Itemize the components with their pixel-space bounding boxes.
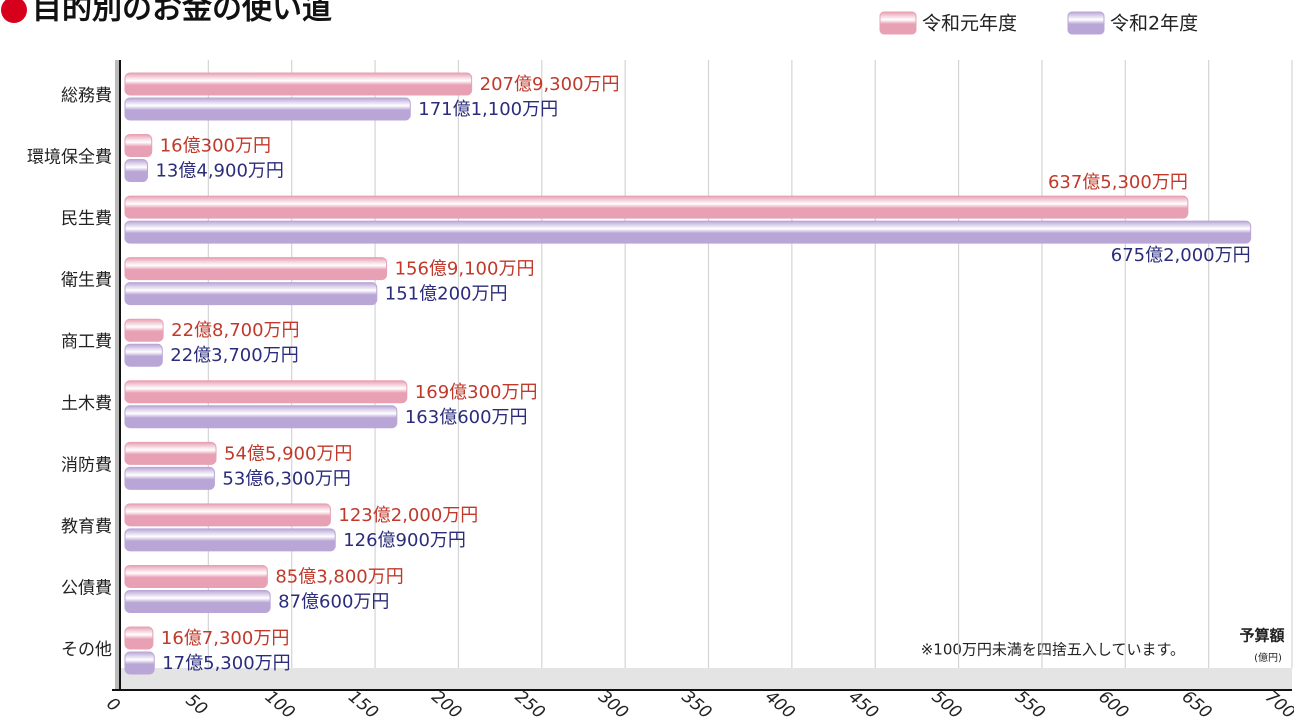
value-label: 151億200万円 bbox=[385, 284, 508, 305]
bar bbox=[124, 159, 148, 183]
bar bbox=[124, 466, 215, 490]
bar bbox=[124, 564, 268, 588]
value-label: 123億2,000万円 bbox=[338, 505, 478, 526]
floor bbox=[120, 668, 1292, 690]
bar bbox=[124, 195, 1189, 219]
value-label: 126億900万円 bbox=[343, 530, 466, 551]
x-tick-label: 700 bbox=[1261, 687, 1294, 723]
x-tick-label: 450 bbox=[844, 687, 882, 723]
x-tick-label: 150 bbox=[344, 687, 382, 723]
title-bullet bbox=[1, 0, 27, 23]
x-tick-label: 650 bbox=[1178, 687, 1216, 723]
wall bbox=[115, 60, 120, 690]
value-label: 207億9,300万円 bbox=[480, 74, 620, 95]
value-label: 16億300万円 bbox=[160, 136, 271, 157]
x-axis-label: 予算額 bbox=[1239, 627, 1284, 645]
x-tick-label: 300 bbox=[594, 687, 632, 723]
category-label: 教育費 bbox=[61, 517, 112, 537]
value-label: 637億5,300万円 bbox=[1048, 172, 1188, 193]
value-label: 22億8,700万円 bbox=[171, 320, 299, 341]
x-tick-label: 200 bbox=[428, 687, 466, 723]
x-axis-unit: (億円) bbox=[1254, 651, 1282, 664]
value-label: 169億300万円 bbox=[415, 382, 538, 403]
value-label: 171億1,100万円 bbox=[418, 99, 558, 120]
x-tick-label: 500 bbox=[928, 687, 966, 723]
x-tick-label: 100 bbox=[261, 687, 299, 723]
value-label: 53億6,300万円 bbox=[222, 468, 350, 489]
legend-swatch bbox=[1067, 11, 1105, 35]
x-tick-label: 250 bbox=[511, 687, 549, 723]
bar bbox=[124, 282, 378, 306]
value-label: 675億2,000万円 bbox=[1111, 245, 1251, 266]
bar bbox=[124, 343, 163, 367]
category-label: その他 bbox=[61, 640, 112, 660]
bar bbox=[124, 380, 408, 404]
x-tick-label: 50 bbox=[182, 690, 211, 719]
x-tick-label: 0 bbox=[102, 694, 123, 716]
category-label: 環境保全費 bbox=[27, 148, 112, 168]
value-label: 54億5,900万円 bbox=[224, 443, 352, 464]
x-tick-label: 550 bbox=[1011, 687, 1049, 723]
value-label: 163億600万円 bbox=[405, 407, 528, 428]
bar bbox=[124, 589, 271, 613]
bar bbox=[124, 626, 154, 650]
bar bbox=[124, 97, 411, 121]
x-tick-label: 400 bbox=[761, 687, 799, 723]
value-label: 87億600万円 bbox=[278, 591, 389, 612]
category-label: 民生費 bbox=[61, 209, 112, 229]
value-label: 85億3,800万円 bbox=[275, 566, 403, 587]
bar bbox=[124, 651, 155, 675]
legend-label: 令和元年度 bbox=[922, 13, 1017, 35]
category-label: 土木費 bbox=[61, 394, 112, 414]
bar bbox=[124, 503, 331, 527]
category-label: 商工費 bbox=[61, 332, 112, 352]
category-label: 衛生費 bbox=[61, 271, 112, 291]
bar bbox=[124, 257, 388, 281]
category-label: 消防費 bbox=[61, 455, 112, 475]
note: ※100万円未満を四捨五入しています。 bbox=[921, 641, 1185, 659]
value-label: 16億7,300万円 bbox=[161, 628, 289, 649]
category-label: 公債費 bbox=[61, 578, 112, 598]
value-label: 13億4,900万円 bbox=[155, 161, 283, 182]
bar bbox=[124, 405, 398, 429]
value-label: 17億5,300万円 bbox=[162, 653, 290, 674]
chart-title: 目的別のお金の使い道 bbox=[32, 0, 332, 27]
legend-label: 令和2年度 bbox=[1110, 13, 1198, 35]
category-label: 総務費 bbox=[61, 86, 112, 106]
bar bbox=[124, 72, 473, 96]
bar bbox=[124, 318, 164, 342]
value-label: 156億9,100万円 bbox=[395, 259, 535, 280]
bar bbox=[124, 441, 217, 465]
legend-swatch bbox=[879, 11, 917, 35]
value-label: 22億3,700万円 bbox=[170, 345, 298, 366]
x-tick-label: 600 bbox=[1094, 687, 1132, 723]
bar bbox=[124, 134, 153, 158]
bar bbox=[124, 220, 1252, 244]
x-tick-label: 350 bbox=[678, 687, 716, 723]
bar bbox=[124, 528, 336, 552]
